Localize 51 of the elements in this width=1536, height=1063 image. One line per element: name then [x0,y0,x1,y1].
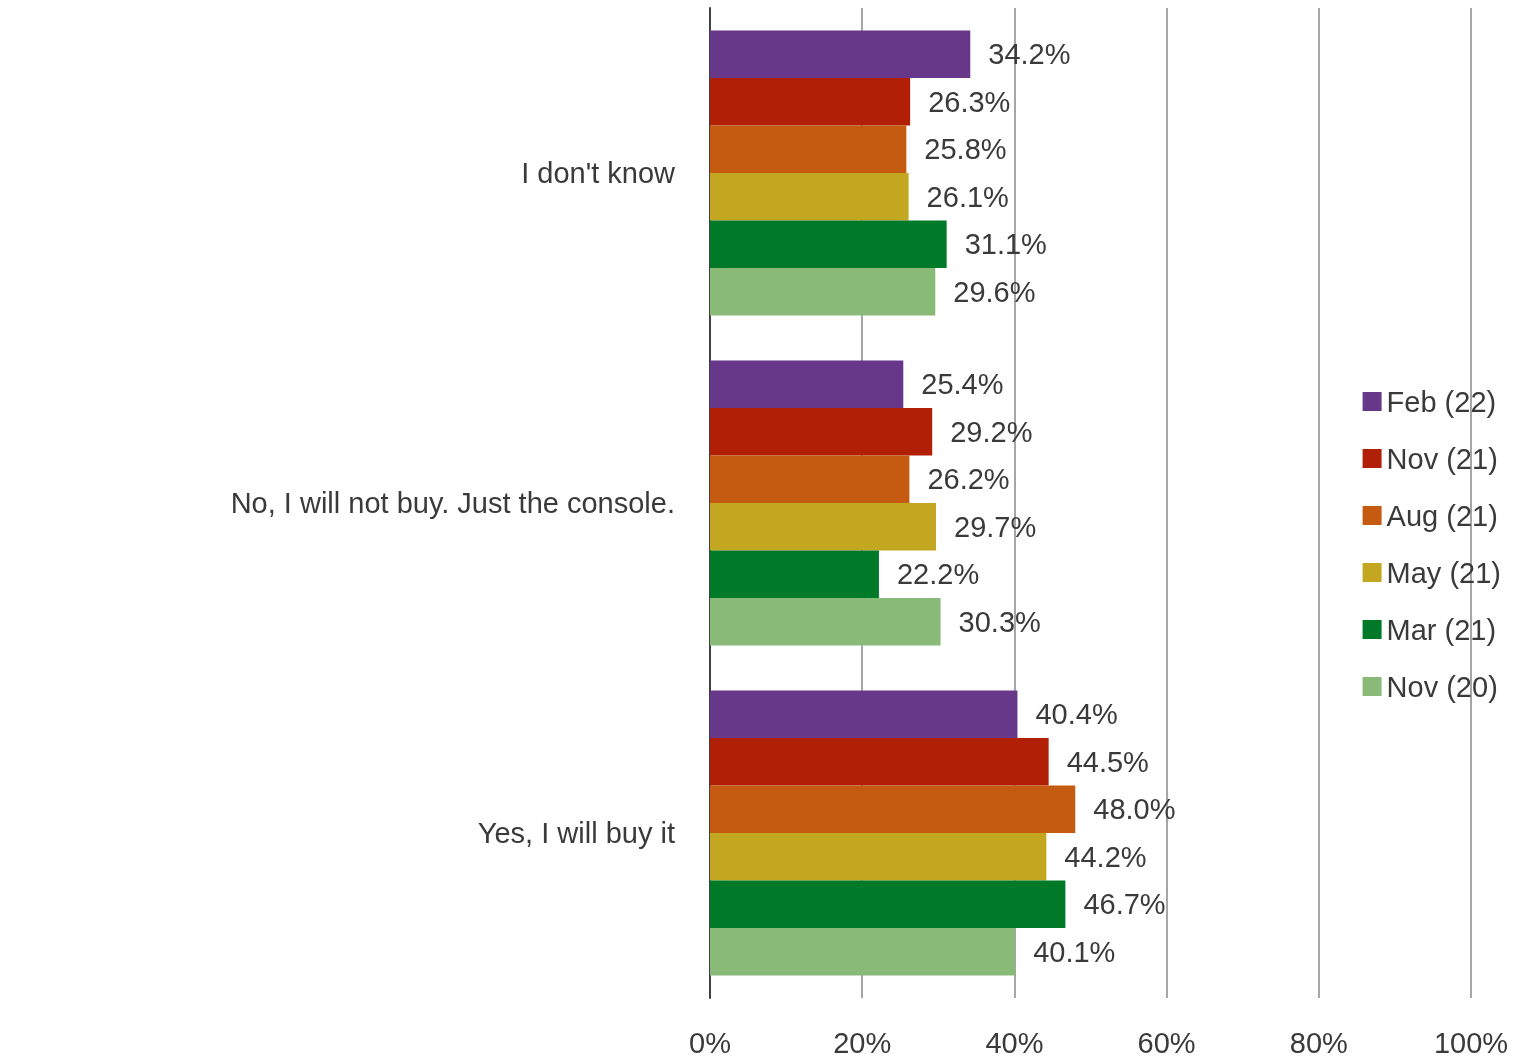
legend-label: Nov (21) [1386,442,1498,475]
data-label: 29.2% [950,415,1033,448]
legend-label: Mar (21) [1386,613,1497,646]
x-tick-label: 20% [833,1026,892,1059]
x-tick-label: 0% [689,1026,731,1059]
data-label: 25.4% [921,368,1004,401]
x-tick-label: 60% [1137,1026,1196,1059]
bar [710,833,1047,881]
data-label: 25.8% [924,133,1007,166]
data-label: 29.6% [953,275,1036,308]
bar [710,550,879,599]
bar [710,407,933,456]
x-tick-label: 40% [985,1026,1044,1059]
y-tick-label: I don't know [521,157,677,189]
bar [710,173,909,221]
data-label: 26.2% [927,463,1010,496]
bar [710,30,971,78]
y-tick-label: Yes, I will buy it [477,817,675,849]
bar [710,125,907,173]
data-label: 29.7% [954,510,1037,543]
data-label: 46.7% [1083,888,1166,921]
data-label: 44.2% [1064,840,1147,873]
bar [710,785,1076,833]
bar [710,737,1049,786]
legend-label: Feb (22) [1386,385,1497,418]
data-label: 26.3% [928,85,1011,118]
bar [710,77,911,126]
data-label: 40.1% [1033,935,1116,968]
bar [710,880,1066,929]
data-label: 31.1% [964,228,1047,261]
data-label: 22.2% [896,558,980,591]
data-label: 34.2% [988,38,1071,71]
data-label: 26.1% [926,180,1009,213]
data-label: 40.4% [1035,698,1118,731]
bar [710,360,904,408]
data-label: 30.3% [958,605,1041,638]
x-tick-label: 80% [1289,1026,1348,1059]
bar [710,455,910,503]
y-tick-label: No, I will not buy. Just the console. [230,487,675,519]
bar [710,690,1018,738]
bar [710,503,937,551]
data-label: 44.5% [1066,745,1149,778]
bar [710,598,941,646]
x-tick-label: 100% [1433,1026,1509,1059]
legend-label: Aug (21) [1386,499,1498,532]
bar [710,220,947,269]
legend-label: May (21) [1386,556,1502,589]
bar [710,928,1016,976]
legend-label: Nov (20) [1386,670,1498,703]
data-label: 48.0% [1093,793,1176,826]
bar [710,268,936,316]
